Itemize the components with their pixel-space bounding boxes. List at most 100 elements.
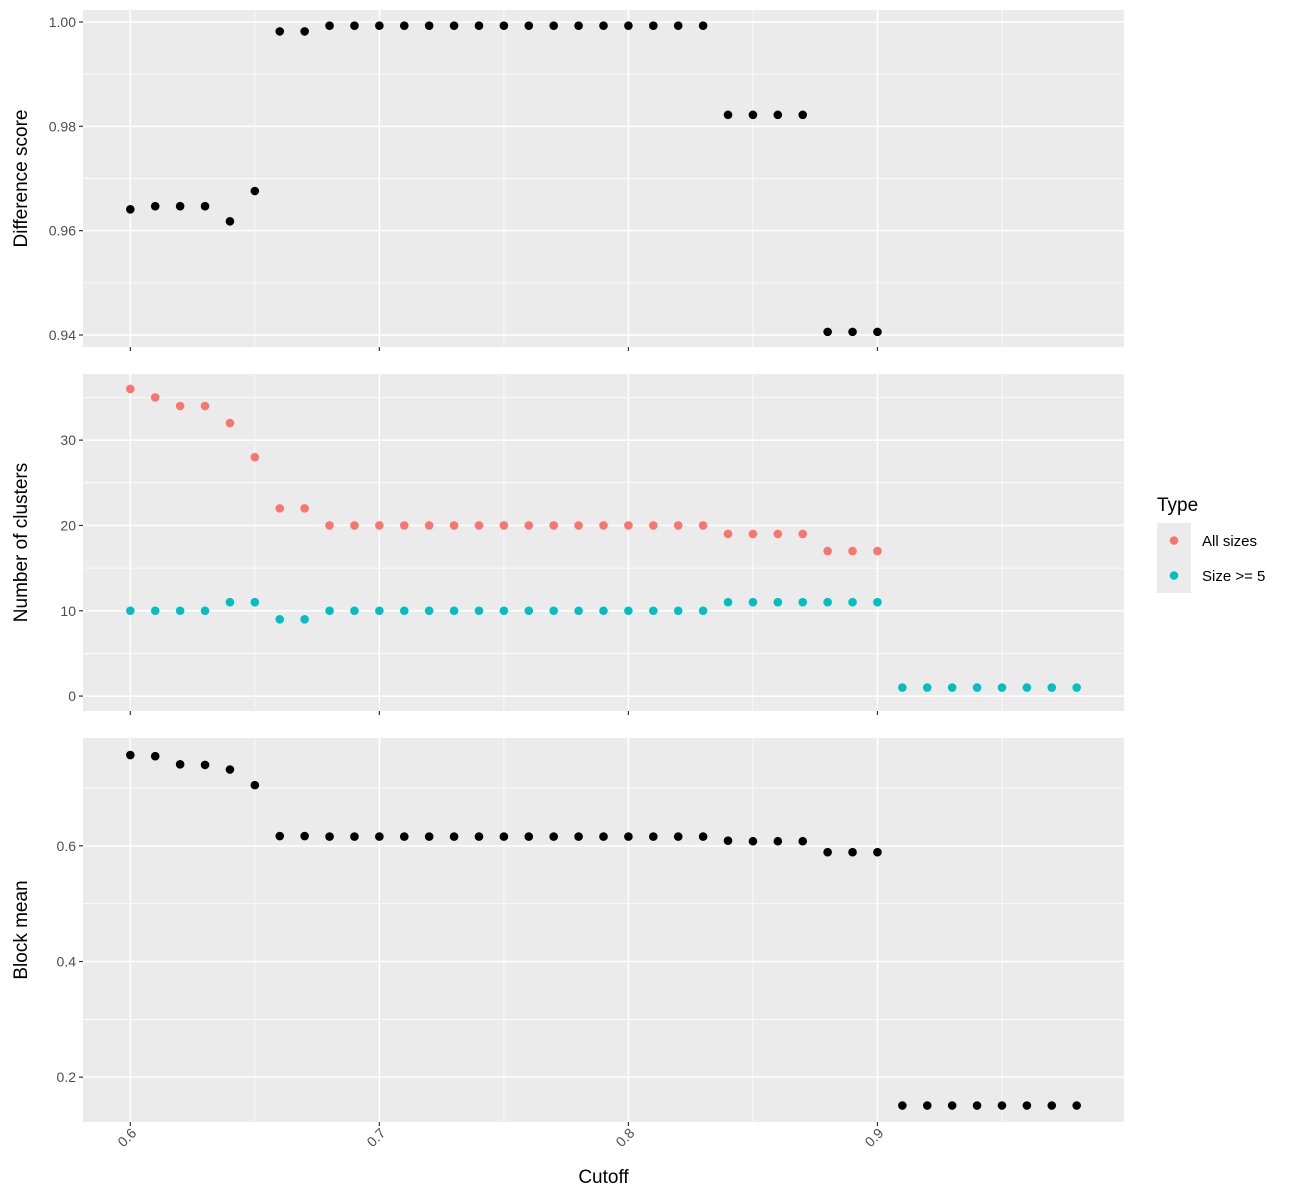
data-point bbox=[250, 186, 260, 196]
data-point bbox=[773, 529, 783, 539]
data-point bbox=[873, 847, 882, 857]
data-point bbox=[599, 832, 608, 841]
data-point bbox=[997, 683, 1007, 692]
data-point bbox=[200, 606, 210, 616]
data-point bbox=[624, 832, 633, 841]
data-point bbox=[574, 832, 583, 841]
data-point bbox=[848, 546, 857, 556]
data-point bbox=[574, 606, 583, 616]
data-point bbox=[375, 21, 384, 30]
data-point bbox=[175, 201, 185, 211]
y-tick-label: 0.96 bbox=[49, 223, 76, 239]
data-point bbox=[673, 606, 683, 616]
data-point bbox=[150, 201, 160, 211]
data-point bbox=[126, 384, 135, 394]
data-point bbox=[823, 847, 832, 857]
data-point bbox=[773, 110, 783, 120]
data-point bbox=[399, 521, 409, 530]
data-point bbox=[698, 606, 708, 616]
data-point bbox=[375, 606, 384, 616]
data-point bbox=[723, 110, 733, 120]
data-point bbox=[947, 1101, 957, 1110]
data-point bbox=[848, 597, 857, 607]
data-point bbox=[150, 751, 160, 761]
data-point bbox=[723, 529, 733, 539]
y-axis-title-3: Block mean bbox=[11, 880, 32, 979]
data-point bbox=[225, 418, 235, 428]
data-point bbox=[1047, 683, 1057, 692]
data-point bbox=[873, 546, 882, 556]
data-point bbox=[624, 21, 633, 30]
data-point bbox=[748, 836, 758, 846]
data-point bbox=[499, 521, 509, 530]
y-tick-label: 10 bbox=[60, 603, 76, 619]
data-point bbox=[873, 327, 882, 337]
data-point bbox=[972, 683, 982, 692]
data-point bbox=[449, 606, 459, 616]
data-point bbox=[1072, 1101, 1081, 1110]
panel-background-2 bbox=[83, 374, 1124, 711]
data-point bbox=[549, 21, 558, 30]
data-point bbox=[673, 21, 683, 30]
data-point bbox=[150, 393, 160, 402]
data-point bbox=[275, 831, 285, 841]
data-point bbox=[150, 606, 160, 616]
x-tick-label: 0.8 bbox=[612, 1125, 637, 1150]
data-point bbox=[947, 683, 957, 692]
y-axis-title-1: Difference score bbox=[11, 110, 32, 248]
data-point bbox=[449, 832, 459, 841]
data-point bbox=[798, 110, 808, 120]
data-point bbox=[449, 21, 459, 30]
data-point bbox=[898, 1101, 907, 1110]
y-tick-label: 0.6 bbox=[57, 838, 77, 854]
data-point bbox=[375, 832, 384, 841]
data-point bbox=[399, 606, 409, 616]
data-point bbox=[823, 327, 832, 337]
data-point bbox=[599, 521, 608, 530]
data-point bbox=[673, 832, 683, 841]
data-point bbox=[773, 597, 783, 607]
legend-key-marker bbox=[1169, 536, 1179, 545]
data-point bbox=[275, 614, 285, 624]
data-point bbox=[225, 216, 235, 226]
data-point bbox=[649, 606, 658, 616]
data-point bbox=[175, 760, 185, 769]
data-point bbox=[375, 521, 384, 530]
data-point bbox=[773, 836, 783, 846]
data-point bbox=[275, 27, 285, 36]
legend-title: Type bbox=[1157, 495, 1198, 516]
data-point bbox=[873, 597, 882, 607]
data-point bbox=[798, 836, 808, 846]
data-point bbox=[250, 597, 260, 607]
legend-key-marker bbox=[1169, 571, 1179, 580]
data-point bbox=[126, 606, 135, 616]
y-tick-label: 0.98 bbox=[49, 118, 76, 134]
data-point bbox=[698, 21, 708, 30]
data-point bbox=[599, 21, 608, 30]
data-point bbox=[474, 521, 484, 530]
data-point bbox=[649, 832, 658, 841]
y-tick-label: 30 bbox=[60, 432, 76, 448]
data-point bbox=[524, 606, 534, 616]
data-point bbox=[424, 606, 434, 616]
data-point bbox=[325, 606, 334, 616]
data-point bbox=[748, 529, 758, 539]
data-point bbox=[499, 21, 509, 30]
data-point bbox=[424, 832, 434, 841]
data-point bbox=[300, 831, 309, 841]
legend-entry-label: Size >= 5 bbox=[1202, 568, 1265, 585]
data-point bbox=[723, 597, 733, 607]
data-point bbox=[474, 21, 484, 30]
data-point bbox=[300, 27, 309, 36]
data-point bbox=[1047, 1101, 1057, 1110]
data-point bbox=[922, 1101, 932, 1110]
data-point bbox=[698, 832, 708, 841]
data-point bbox=[449, 521, 459, 530]
data-point bbox=[499, 832, 509, 841]
data-point bbox=[624, 606, 633, 616]
data-point bbox=[325, 21, 334, 30]
data-point bbox=[250, 780, 260, 790]
data-point bbox=[300, 504, 309, 513]
data-point bbox=[474, 606, 484, 616]
